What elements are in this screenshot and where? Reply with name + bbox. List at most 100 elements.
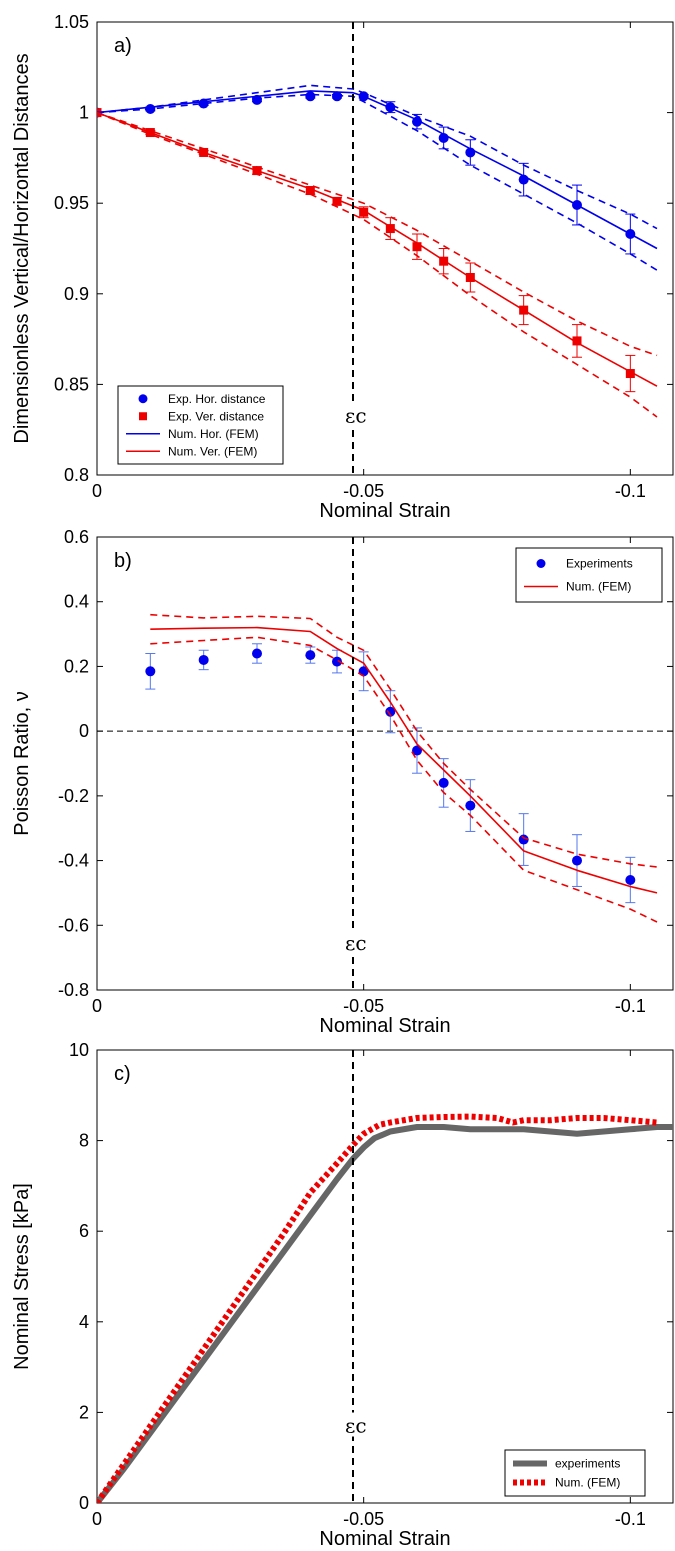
x-axis-label: Nominal Strain — [319, 1528, 450, 1550]
panel-c: 0 -0.05 -0.1 0 2 4 6 8 10 Nominal Strain Nominal S… — [11, 1040, 674, 1550]
series-line-2 — [150, 613, 658, 868]
y-tick-label: 1 — [79, 103, 89, 123]
y-tick-label: 0.85 — [54, 374, 89, 394]
data-point — [145, 666, 156, 677]
data-point — [572, 336, 582, 346]
x-tick-label: -0.05 — [343, 481, 384, 501]
y-tick-label: 0.4 — [64, 592, 89, 612]
critical-strain-label: εc — [345, 1414, 367, 1438]
panel-b: 0 -0.05 -0.1 -0.8 -0.6 -0.4 -0.2 0 0.2 0.4 0.6 Nomi… — [11, 527, 674, 1037]
series-line-1 — [97, 1113, 658, 1503]
axes-frame — [96, 536, 674, 991]
x-axis-label: Nominal Strain — [319, 500, 450, 522]
series-line-0 — [97, 1124, 673, 1503]
series-line-5 — [97, 111, 658, 387]
data-point — [385, 224, 395, 234]
legend-label: Num. (FEM) — [555, 1476, 620, 1490]
data-point — [625, 369, 635, 379]
y-tick-label: 4 — [79, 1312, 89, 1332]
plot-area — [97, 613, 673, 923]
x-tick-label: -0.1 — [615, 481, 646, 501]
data-point — [305, 186, 315, 196]
y-axis-label: Poisson Ratio, ν — [11, 691, 33, 836]
data-point — [465, 800, 476, 811]
y-tick-label: -0.8 — [58, 980, 89, 1000]
x-tick-label: 0 — [92, 1509, 102, 1529]
plot-area — [97, 1113, 673, 1503]
series-line-2 — [97, 90, 658, 250]
x-tick-label: 0 — [92, 481, 102, 501]
panel-a: 0 -0.05 -0.1 0.8 0.85 0.9 0.95 1 1.05 Nominal Str… — [11, 12, 674, 522]
data-point — [438, 777, 449, 788]
y-tick-label: 0.2 — [64, 656, 89, 676]
legend-label: Exp. Hor. distance — [168, 392, 266, 406]
y-tick-label: -0.6 — [58, 915, 89, 935]
y-tick-label: 6 — [79, 1221, 89, 1241]
data-point — [518, 834, 529, 845]
legend-label: Num. Hor. (FEM) — [168, 427, 259, 441]
x-tick-label: -0.05 — [343, 1509, 384, 1529]
series-line-7 — [97, 111, 658, 418]
x-axis-label: Nominal Strain — [319, 1015, 450, 1037]
series-line-4 — [97, 93, 658, 271]
series-line-3 — [150, 636, 658, 923]
legend-marker — [138, 394, 148, 404]
y-tick-label: 0 — [79, 721, 89, 741]
legend: experiments Num. (FEM) — [504, 1449, 646, 1497]
panel-label: b) — [114, 550, 132, 572]
legend-box — [515, 547, 663, 603]
data-point — [385, 706, 396, 717]
series-line-1 — [150, 626, 658, 894]
series-line-3 — [97, 84, 658, 230]
data-point — [252, 94, 262, 105]
y-tick-label: 0.6 — [64, 527, 89, 547]
data-point — [332, 656, 342, 667]
legend-marker — [536, 559, 546, 568]
legend-label: Num. (FEM) — [566, 580, 631, 594]
axes-frame — [96, 21, 674, 476]
legend-label: experiments — [555, 1457, 620, 1471]
y-tick-label: 10 — [69, 1040, 89, 1060]
y-axis-label: Nominal Stress [kPa] — [11, 1183, 33, 1370]
data-point — [572, 855, 582, 866]
data-point — [305, 650, 316, 661]
legend-box — [504, 1449, 646, 1497]
y-tick-label: 2 — [79, 1402, 89, 1422]
critical-strain-label: εc — [345, 404, 367, 428]
legend-marker — [139, 412, 147, 421]
axes-frame — [96, 1049, 674, 1504]
x-tick-label: 0 — [92, 996, 102, 1016]
y-axis-label: Dimensionless Vertical/Horizontal Distan… — [11, 53, 33, 443]
y-tick-label: 0.9 — [64, 284, 89, 304]
critical-label-bg — [343, 1412, 367, 1437]
y-tick-label: 8 — [79, 1131, 89, 1151]
panel-label: a) — [114, 35, 132, 57]
data-point — [332, 196, 342, 206]
y-tick-label: 0 — [79, 1493, 89, 1513]
x-tick-label: -0.05 — [343, 996, 384, 1016]
legend: Exp. Hor. distance Exp. Ver. distance Num.… — [117, 385, 284, 465]
x-tick-label: -0.1 — [615, 996, 646, 1016]
y-tick-label: 1.05 — [54, 12, 89, 32]
series-line-6 — [97, 111, 658, 357]
critical-strain-label: εc — [345, 931, 367, 955]
y-tick-label: -0.2 — [58, 786, 89, 806]
legend-label: Experiments — [566, 557, 633, 571]
data-point — [252, 648, 262, 659]
data-point — [412, 745, 422, 756]
data-point — [359, 207, 369, 217]
y-tick-label: 0.8 — [64, 465, 89, 485]
plot-area — [97, 84, 658, 418]
y-tick-label: 0.95 — [54, 193, 89, 213]
legend: Experiments Num. (FEM) — [515, 547, 663, 603]
legend-label: Num. Ver. (FEM) — [168, 444, 257, 458]
data-point — [625, 874, 636, 885]
x-tick-label: -0.1 — [615, 1509, 646, 1529]
critical-label-bg — [343, 402, 367, 427]
data-point — [412, 242, 422, 252]
data-point — [198, 654, 209, 665]
panel-label: c) — [114, 1063, 131, 1085]
data-point — [305, 91, 316, 102]
y-tick-label: -0.4 — [58, 851, 89, 871]
